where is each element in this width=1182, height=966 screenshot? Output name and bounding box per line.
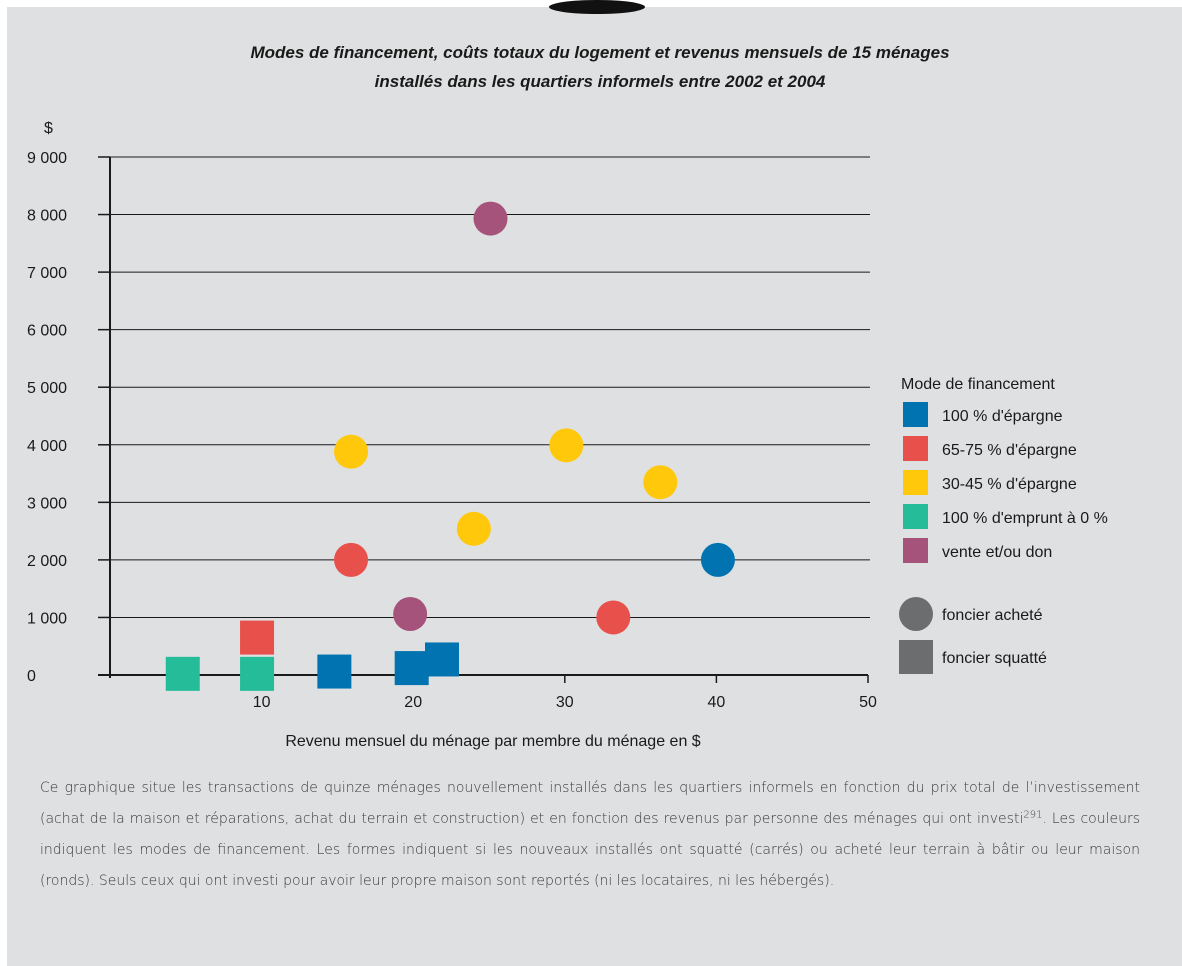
x-tick-label: 40 [708, 694, 726, 711]
figure-tab-marker [549, 0, 645, 14]
point-square-s0 [240, 656, 275, 691]
legend-title: Mode de financement [901, 376, 1055, 393]
legend-label-vd: vente et/ou don [942, 544, 1052, 561]
legend-circle-swatch [899, 597, 933, 631]
legend-label-s65: 65-75 % d'épargne [942, 442, 1077, 459]
point-circle-s30 [334, 434, 369, 469]
y-tick-label: 3 000 [27, 495, 67, 512]
legend-swatch-s30 [903, 470, 928, 495]
y-tick-label: 1 000 [27, 610, 67, 627]
y-tick-labels: 0 1 000 2 000 3 000 4 000 5 000 6 000 7 000 8 00… [27, 150, 67, 685]
y-tick-label: 4 000 [27, 438, 67, 455]
legend-label-s100: 100 % d'épargne [942, 408, 1063, 425]
y-tick-label: 8 000 [27, 208, 67, 225]
y-tick-label: 2 000 [27, 553, 67, 570]
caption-text-before: Ce graphique situe les transactions de q… [40, 780, 1140, 827]
y-tick-label: 5 000 [27, 380, 67, 397]
legend-shape-label: foncier squatté [942, 650, 1047, 667]
y-tick-label: 0 [27, 668, 36, 685]
point-circle-s30 [643, 465, 678, 500]
x-tick-labels: 10 20 30 40 50 [253, 694, 877, 711]
figure-panel [7, 7, 1182, 966]
chart-title: Modes de financement, coûts totaux du lo… [100, 38, 1100, 96]
axes [98, 156, 869, 683]
legend-swatch-s100 [903, 402, 928, 427]
point-square-s65 [240, 620, 275, 655]
caption-footnote-ref: 291 [1023, 809, 1043, 821]
point-square-s100 [425, 642, 460, 677]
y-axis-label: $ [44, 120, 53, 137]
x-tick-label: 10 [253, 694, 271, 711]
y-tick-label: 9 000 [27, 150, 67, 167]
point-circle-s65 [596, 600, 631, 635]
data-points [165, 201, 735, 691]
x-tick-label: 30 [556, 694, 574, 711]
legend-swatch-s0 [903, 504, 928, 529]
x-axis-label: Revenu mensuel du ménage par membre du m… [285, 733, 700, 750]
legend-swatch-vd [903, 538, 928, 563]
caption-text-after: . Les couleurs indiquent les modes de fi… [40, 811, 1141, 889]
legend: Mode de financement 100 % d'épargne 65-75… [899, 376, 1108, 674]
point-square-s100 [394, 651, 429, 686]
y-tick-label: 6 000 [27, 323, 67, 340]
point-circle-s30 [549, 428, 584, 463]
point-square-s100 [317, 654, 352, 689]
x-tick-label: 20 [404, 694, 422, 711]
legend-shape-label: foncier acheté [942, 607, 1043, 624]
point-circle-s65 [334, 542, 369, 577]
x-tick-label: 50 [859, 694, 877, 711]
legend-label-s0: 100 % d'emprunt à 0 % [942, 510, 1108, 527]
legend-swatch-s65 [903, 436, 928, 461]
point-circle-vd [393, 596, 428, 631]
figure-caption: Ce graphique situe les transactions de q… [40, 773, 1140, 897]
point-circle-vd [473, 201, 508, 236]
legend-square-swatch [899, 640, 933, 674]
y-tick-label: 7 000 [27, 265, 67, 282]
scatter-chart: 0 1 000 2 000 3 000 4 000 5 000 6 000 7 000 8 00… [27, 120, 1108, 750]
point-square-s0 [165, 656, 200, 691]
point-circle-s100 [700, 542, 735, 577]
legend-label-s30: 30-45 % d'épargne [942, 476, 1077, 493]
point-circle-s30 [456, 511, 491, 546]
gridlines [110, 156, 870, 618]
chart-title-line-1: Modes de financement, coûts totaux du lo… [250, 43, 950, 62]
chart-title-line-2: installés dans les quartiers informels e… [374, 72, 826, 91]
